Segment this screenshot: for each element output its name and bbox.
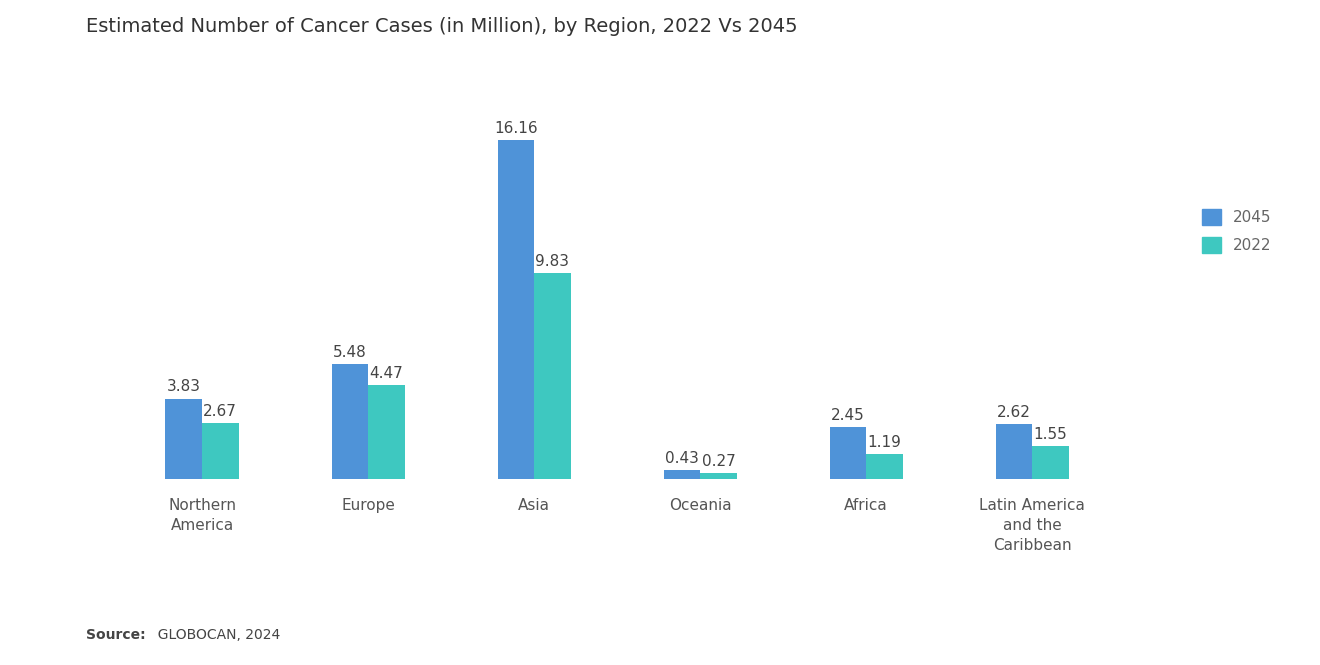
- Text: 2.45: 2.45: [832, 408, 865, 424]
- Bar: [165, 398, 202, 479]
- Bar: [368, 385, 404, 479]
- Bar: [1032, 446, 1069, 479]
- Text: 16.16: 16.16: [494, 121, 537, 136]
- Text: 4.47: 4.47: [370, 366, 403, 381]
- Text: 0.27: 0.27: [701, 454, 735, 469]
- Text: 5.48: 5.48: [333, 345, 367, 360]
- Bar: [331, 364, 368, 479]
- Bar: [664, 469, 700, 479]
- Text: GLOBOCAN, 2024: GLOBOCAN, 2024: [149, 628, 280, 642]
- Bar: [995, 424, 1032, 479]
- Bar: [700, 473, 737, 479]
- Text: 2.62: 2.62: [997, 405, 1031, 420]
- Legend: 2045, 2022: 2045, 2022: [1195, 201, 1279, 261]
- Text: 9.83: 9.83: [536, 253, 569, 269]
- Text: Estimated Number of Cancer Cases (in Million), by Region, 2022 Vs 2045: Estimated Number of Cancer Cases (in Mil…: [86, 17, 797, 36]
- Bar: [535, 273, 570, 479]
- Text: 0.43: 0.43: [665, 451, 698, 465]
- Bar: [498, 140, 535, 479]
- Text: 1.19: 1.19: [867, 435, 902, 450]
- Text: 2.67: 2.67: [203, 404, 238, 419]
- Text: Source:: Source:: [86, 628, 145, 642]
- Text: 1.55: 1.55: [1034, 427, 1068, 442]
- Text: 3.83: 3.83: [166, 379, 201, 394]
- Bar: [866, 454, 903, 479]
- Bar: [830, 428, 866, 479]
- Bar: [202, 423, 239, 479]
